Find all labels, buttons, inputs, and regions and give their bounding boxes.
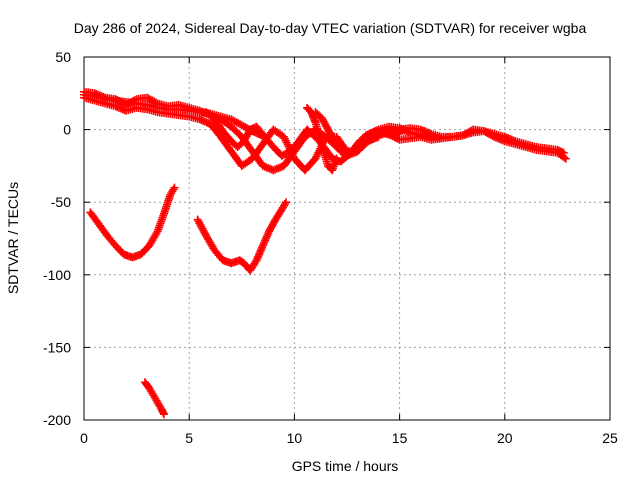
y-tick-label: -150	[43, 339, 71, 355]
x-tick-label: 10	[287, 430, 303, 446]
series-track-e	[303, 103, 341, 175]
y-tick-label: -200	[43, 412, 71, 428]
x-tick-label: 5	[185, 430, 193, 446]
series-track-i	[193, 198, 290, 275]
data-point	[152, 229, 161, 238]
y-tick-label: -50	[51, 194, 71, 210]
y-tick-label: -100	[43, 267, 71, 283]
data-point	[169, 185, 178, 194]
data-point	[159, 410, 168, 419]
data-point	[130, 96, 139, 105]
data-point	[488, 131, 497, 140]
data-point	[281, 198, 290, 207]
x-axis-label: GPS time / hours	[292, 458, 399, 474]
grid	[84, 57, 610, 420]
x-tick-labels: 0 5 10 15 20 25	[80, 430, 618, 446]
axis-ticks	[83, 56, 611, 421]
y-tick-label: 50	[55, 49, 71, 65]
plot-frame	[83, 56, 611, 421]
x-tick-label: 0	[80, 430, 88, 446]
x-tick-label: 15	[392, 430, 408, 446]
series-track-h	[86, 183, 179, 262]
y-tick-label: 0	[63, 122, 71, 138]
chart-title: Day 286 of 2024, Sidereal Day-to-day VTE…	[74, 20, 587, 36]
data-point	[280, 200, 289, 209]
x-tick-label: 20	[497, 430, 513, 446]
data-point	[560, 153, 569, 162]
data-point	[170, 183, 179, 192]
data-point	[561, 154, 570, 163]
data-marks	[80, 87, 570, 419]
y-axis-label: SDTVAR / TECUs	[5, 182, 21, 294]
series-track-j	[141, 378, 168, 419]
data-point	[332, 154, 341, 163]
data-point	[251, 257, 260, 266]
data-point	[151, 98, 160, 107]
x-tick-label: 25	[602, 430, 618, 446]
series-track-g	[364, 124, 570, 163]
y-tick-labels: -200 -150 -100 -50 0 50	[43, 49, 71, 428]
data-point	[372, 132, 381, 141]
